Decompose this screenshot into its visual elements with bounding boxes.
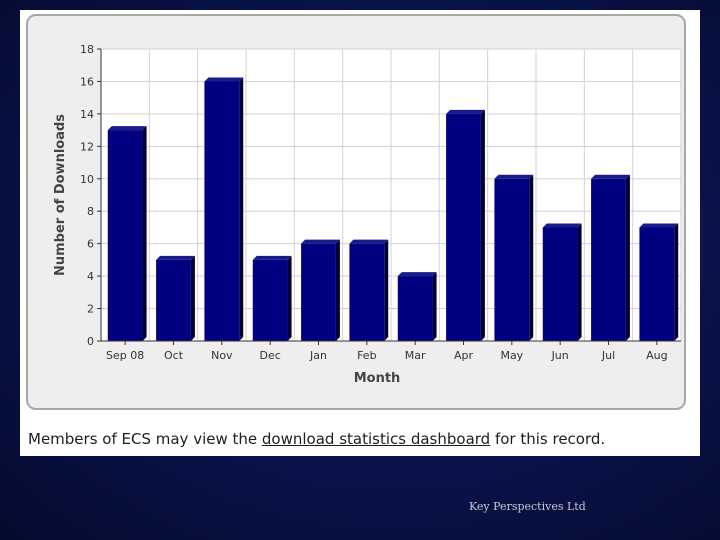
bar-side bbox=[239, 77, 244, 341]
bars bbox=[107, 77, 679, 341]
x-tick-label: May bbox=[500, 349, 523, 362]
x-tick-labels: Sep 08 Oct Nov Dec Jan Feb Mar Apr May Jun Jul Aug bbox=[106, 341, 668, 362]
bar-top bbox=[591, 174, 630, 179]
bar-front bbox=[591, 178, 626, 341]
bar-front bbox=[494, 178, 530, 341]
bar-side bbox=[384, 239, 389, 341]
bar-jul bbox=[591, 174, 630, 341]
bar-side bbox=[287, 255, 292, 341]
y-tick-label: 2 bbox=[87, 303, 94, 316]
bar-top bbox=[494, 174, 534, 179]
bar-side bbox=[625, 174, 630, 341]
bar-side bbox=[432, 272, 437, 341]
y-tick-label: 10 bbox=[80, 173, 94, 186]
y-tick-label: 14 bbox=[80, 108, 94, 121]
x-tick-label: Sep 08 bbox=[106, 349, 144, 362]
bar-side bbox=[480, 109, 485, 341]
y-tick-label: 16 bbox=[80, 75, 94, 88]
caption-text-before: Members of ECS may view the bbox=[28, 430, 262, 448]
bar-top bbox=[204, 77, 244, 82]
bar-top bbox=[639, 223, 679, 228]
bar-top bbox=[107, 126, 147, 131]
bar-dec bbox=[252, 255, 292, 341]
y-axis-title: Number of Downloads bbox=[53, 114, 68, 276]
bar-front bbox=[252, 259, 288, 341]
x-axis-title: Month bbox=[354, 371, 401, 386]
bar-top bbox=[542, 223, 582, 228]
bar-top bbox=[397, 272, 437, 277]
footer-credit: Key Perspectives Ltd bbox=[469, 500, 586, 513]
bar-front bbox=[156, 259, 191, 341]
bar-top bbox=[301, 239, 340, 244]
x-tick-label: Jun bbox=[551, 349, 569, 362]
y-tick-label: 0 bbox=[87, 335, 94, 348]
bar-front bbox=[542, 227, 578, 341]
bar-top bbox=[156, 255, 195, 260]
caption-text-after: for this record. bbox=[490, 430, 606, 448]
x-tick-label: Mar bbox=[405, 349, 426, 362]
bar-front bbox=[639, 227, 675, 341]
bar-apr bbox=[446, 109, 485, 341]
x-tick-label: Nov bbox=[211, 349, 233, 362]
x-tick-label: Aug bbox=[646, 349, 667, 362]
y-tick-label: 8 bbox=[87, 205, 94, 218]
y-tick-labels: 0 2 4 6 8 10 12 14 16 18 bbox=[80, 43, 101, 348]
x-tick-label: Oct bbox=[164, 349, 184, 362]
bar-top bbox=[349, 239, 389, 244]
bar-side bbox=[674, 223, 679, 341]
bar-side bbox=[577, 223, 582, 341]
bar-front bbox=[301, 243, 336, 341]
bar-feb bbox=[349, 239, 389, 341]
y-tick-label: 4 bbox=[87, 270, 94, 283]
bar-may bbox=[494, 174, 534, 341]
y-tick-label: 6 bbox=[87, 238, 94, 251]
x-tick-label: Jan bbox=[309, 349, 327, 362]
bar-front bbox=[397, 276, 433, 341]
bar-sep-08 bbox=[107, 126, 147, 341]
bar-front bbox=[446, 113, 481, 341]
x-tick-label: Dec bbox=[260, 349, 281, 362]
x-tick-label: Apr bbox=[454, 349, 474, 362]
bar-front bbox=[349, 243, 385, 341]
bar-front bbox=[204, 81, 240, 341]
y-tick-label: 18 bbox=[80, 43, 94, 56]
bar-top bbox=[252, 255, 292, 260]
bar-side bbox=[142, 126, 147, 341]
bar-nov bbox=[204, 77, 244, 341]
bar-front bbox=[107, 130, 143, 341]
x-tick-label: Jul bbox=[601, 349, 615, 362]
y-tick-label: 12 bbox=[80, 140, 94, 153]
bar-side bbox=[335, 239, 340, 341]
bar-oct bbox=[156, 255, 195, 341]
bar-chart: 0 2 4 6 8 10 12 14 16 18 Sep 08 Oct Nov Dec Jan Feb Mar… bbox=[53, 43, 682, 386]
bar-jun bbox=[542, 223, 582, 341]
bar-side bbox=[190, 255, 195, 341]
caption: Members of ECS may view the download sta… bbox=[28, 430, 605, 448]
x-tick-label: Feb bbox=[357, 349, 376, 362]
bar-top bbox=[446, 109, 485, 114]
bar-mar bbox=[397, 272, 437, 341]
bar-side bbox=[529, 174, 534, 341]
chart-panel: 0 2 4 6 8 10 12 14 16 18 Sep 08 Oct Nov Dec Jan Feb Mar… bbox=[20, 10, 700, 456]
download-statistics-link[interactable]: download statistics dashboard bbox=[261, 430, 491, 448]
bar-aug bbox=[639, 223, 679, 341]
bar-jan bbox=[301, 239, 340, 341]
